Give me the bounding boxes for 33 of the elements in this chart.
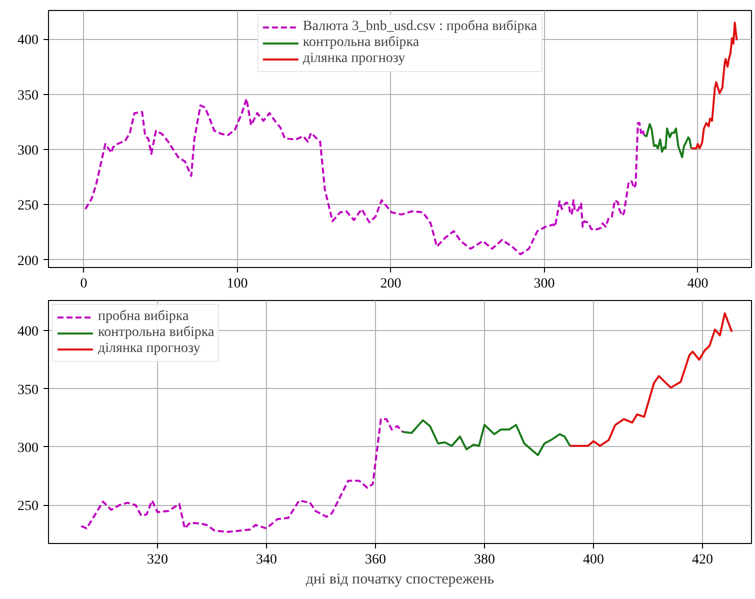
legend-label: пробна вибірка — [98, 309, 189, 325]
x-tick-label: 400 — [582, 552, 604, 568]
x-tick-label: 320 — [146, 552, 168, 568]
y-tick-label: 250 — [18, 198, 38, 214]
x-axis-title: дні від початку спостережень — [306, 572, 494, 588]
x-tick-label: 100 — [226, 276, 248, 292]
legend-label: контрольна вибірка — [302, 35, 420, 51]
y-tick-label: 250 — [18, 499, 38, 514]
line-series — [643, 123, 692, 158]
y-tick-label: 350 — [18, 88, 38, 104]
y-tick-label: 300 — [18, 441, 38, 456]
legend-label: ділянка прогнозу — [302, 51, 406, 67]
line-series — [80, 418, 404, 533]
x-tick-label: 420 — [692, 552, 713, 568]
line-series — [690, 22, 738, 150]
x-tick-label: 400 — [687, 276, 708, 292]
y-tick-label: 200 — [18, 254, 38, 269]
y-tick-label: 400 — [18, 33, 38, 48]
x-tick-label: 200 — [380, 276, 402, 292]
x-tick-label: 0 — [80, 276, 88, 292]
legend-label: ділянка прогнозу — [98, 341, 200, 357]
y-tick-label: 350 — [18, 382, 38, 398]
line-series — [569, 312, 733, 447]
x-tick-label: 360 — [364, 552, 386, 568]
y-tick-label: 300 — [18, 143, 38, 158]
y-tick-label: 400 — [18, 324, 38, 340]
x-tick-label: 340 — [256, 552, 277, 568]
legend-label: Валюта 3_bnb_usd.csv : пробна вибірка — [302, 19, 538, 35]
line-series — [402, 419, 572, 456]
x-tick-label: 300 — [534, 276, 555, 292]
x-tick-label: 380 — [474, 552, 495, 568]
legend-label: контрольна вибірка — [98, 325, 214, 341]
line-series — [84, 98, 646, 256]
